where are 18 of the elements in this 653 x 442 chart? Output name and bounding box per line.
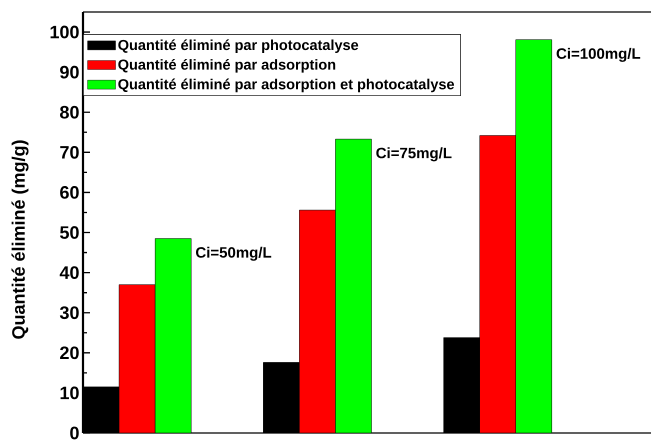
y-tick-label: 80	[60, 106, 79, 119]
legend-label: Quantité éliminé par adsorption et photocatalyse	[118, 78, 454, 92]
y-axis-title: Quantité éliminé (mg/g)	[11, 140, 29, 339]
y-tick-label: 40	[60, 266, 79, 279]
y-tick-label: 100	[50, 26, 79, 38]
y-tick-label: 10	[60, 386, 79, 400]
legend-label: Quantité éliminé par photocatalyse	[118, 39, 358, 53]
y-tick-label: 70	[60, 146, 79, 159]
y-tick-label: 0	[70, 426, 79, 440]
legend-label: Quantité éliminé par adsorption	[118, 58, 336, 73]
y-tick-label: 30	[60, 306, 79, 320]
annotation: Ci=100mg/L	[556, 48, 640, 62]
annotation: Ci=75mg/L	[376, 147, 452, 162]
annotation: Ci=50mg/L	[196, 246, 272, 261]
y-tick-label: 50	[60, 226, 79, 239]
y-tick-label: 90	[60, 66, 79, 79]
y-tick-label: 60	[60, 186, 79, 199]
y-tick-label: 20	[60, 346, 79, 360]
